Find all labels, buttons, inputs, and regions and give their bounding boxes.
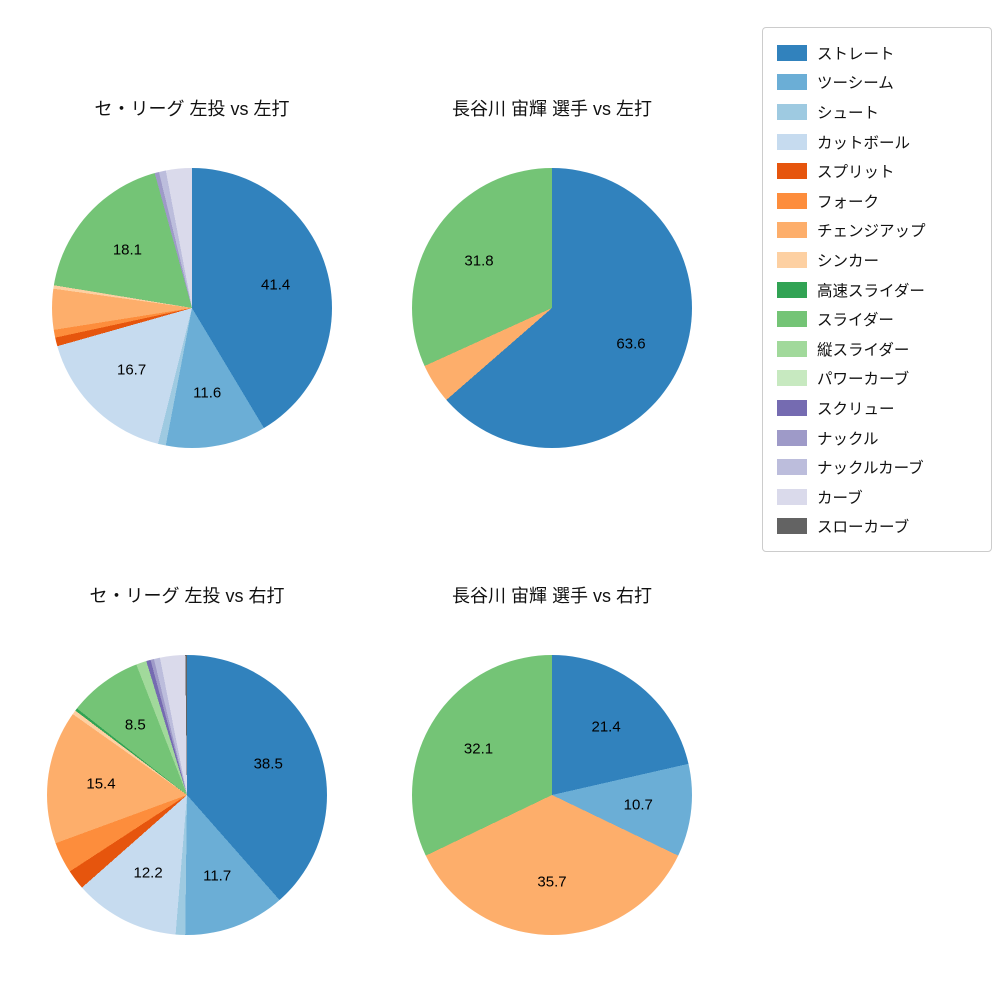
pie-value-label: 35.7 <box>537 873 567 891</box>
legend-swatch <box>777 488 807 505</box>
pie-value-label: 31.8 <box>464 252 494 270</box>
legend-item: ナックル <box>777 423 977 453</box>
legend-label: ストレート <box>817 45 895 63</box>
legend-label: カーブ <box>817 489 863 507</box>
legend-swatch <box>777 281 807 298</box>
legend-item: ストレート <box>777 38 977 68</box>
chart-title-player-vs-left: 長谷川 宙輝 選手 vs 左打 <box>451 99 652 119</box>
legend-item: シュート <box>777 97 977 127</box>
legend-label: シンカー <box>817 252 880 270</box>
panel-player-vs-left: 長谷川 宙輝 選手 vs 左打 63.6 31.8 <box>412 95 692 448</box>
legend-label: ナックル <box>817 430 879 448</box>
panel-player-vs-right: 長谷川 宙輝 選手 vs 右打 21.4 10.7 35.7 32.1 <box>412 582 692 935</box>
legend-item: カーブ <box>777 482 977 512</box>
legend-label: 縦スライダー <box>817 341 910 359</box>
pie-chart-league-vs-left: 41.4 11.6 16.7 18.1 <box>52 168 332 448</box>
legend-label: カットボール <box>817 134 911 152</box>
pie-chart-player-vs-left: 63.6 31.8 <box>412 168 692 448</box>
legend-swatch <box>777 192 807 209</box>
chart-title-league-vs-left: セ・リーグ 左投 vs 左打 <box>94 99 290 119</box>
legend-swatch <box>777 340 807 357</box>
legend: ストレートツーシームシュートカットボール スプリットフォークチェンジアップ シンカー… <box>762 27 992 553</box>
legend-label: 高速スライダー <box>817 282 925 300</box>
legend-swatch <box>777 399 807 416</box>
legend-swatch <box>777 459 807 476</box>
legend-item: スライダー <box>777 304 977 334</box>
pie-value-label: 16.7 <box>116 361 147 379</box>
legend-swatch <box>777 74 807 91</box>
legend-label: スプリット <box>817 164 895 182</box>
pie-value-label: 18.1 <box>112 241 143 259</box>
legend-item: 高速スライダー <box>777 275 977 305</box>
legend-item: パワーカーブ <box>777 364 977 394</box>
legend-item: スローカーブ <box>777 512 977 542</box>
legend-swatch <box>777 133 807 150</box>
legend-label: ツーシーム <box>817 75 894 93</box>
legend-swatch <box>777 370 807 387</box>
pie-value-label: 10.7 <box>623 796 653 814</box>
legend-swatch <box>777 103 807 120</box>
legend-label: フォーク <box>817 193 880 211</box>
legend-label: シュート <box>817 104 880 122</box>
legend-swatch <box>777 518 807 535</box>
legend-item: フォーク <box>777 186 977 216</box>
pie-value-label: 38.5 <box>253 755 283 773</box>
legend-label: スライダー <box>817 312 894 330</box>
pie-chart-player-vs-right: 21.4 10.7 35.7 32.1 <box>412 655 692 935</box>
legend-swatch <box>777 163 807 180</box>
legend-label: チェンジアップ <box>817 223 926 241</box>
pie-chart-league-vs-right: 38.5 11.7 12.2 15.4 8.5 <box>47 655 327 935</box>
legend-swatch <box>777 44 807 61</box>
pie-value-label: 11.6 <box>193 384 222 402</box>
panel-league-vs-left: セ・リーグ 左投 vs 左打 41.4 11.6 16.7 18.1 <box>52 95 332 448</box>
pie-value-label: 8.5 <box>124 716 146 734</box>
legend-item: ツーシーム <box>777 68 977 98</box>
legend-item: チェンジアップ <box>777 216 977 246</box>
pie-value-label: 15.4 <box>86 775 116 793</box>
legend-label: スクリュー <box>817 400 895 418</box>
panel-league-vs-right: セ・リーグ 左投 vs 右打 38.5 11.7 12.2 15.4 8.5 <box>47 582 327 935</box>
legend-item: スプリット <box>777 156 977 186</box>
pie-value-label: 63.6 <box>616 335 646 353</box>
legend-item: ナックルカーブ <box>777 452 977 482</box>
legend-swatch <box>777 429 807 446</box>
pie-value-label: 41.4 <box>261 276 291 294</box>
pie-value-label: 12.2 <box>133 864 163 882</box>
legend-label: パワーカーブ <box>817 371 910 389</box>
legend-item: カットボール <box>777 127 977 157</box>
legend-item: 縦スライダー <box>777 334 977 364</box>
legend-item: スクリュー <box>777 393 977 423</box>
chart-title-league-vs-right: セ・リーグ 左投 vs 右打 <box>89 586 285 606</box>
legend-swatch <box>777 222 807 239</box>
legend-swatch <box>777 251 807 268</box>
legend-swatch <box>777 311 807 328</box>
pie-value-label: 11.7 <box>203 867 232 885</box>
legend-label: スローカーブ <box>817 519 910 537</box>
pie-value-label: 21.4 <box>591 718 621 736</box>
chart-title-player-vs-right: 長谷川 宙輝 選手 vs 右打 <box>451 586 652 606</box>
legend-item: シンカー <box>777 245 977 275</box>
pie-value-label: 32.1 <box>463 740 494 758</box>
legend-label: ナックルカーブ <box>817 460 924 478</box>
